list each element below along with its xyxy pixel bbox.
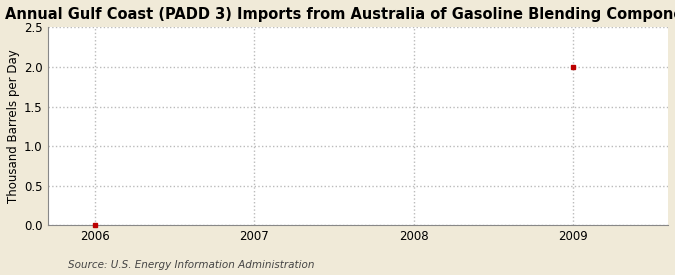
Y-axis label: Thousand Barrels per Day: Thousand Barrels per Day xyxy=(7,50,20,203)
Title: Annual Gulf Coast (PADD 3) Imports from Australia of Gasoline Blending Component: Annual Gulf Coast (PADD 3) Imports from … xyxy=(5,7,675,22)
Text: Source: U.S. Energy Information Administration: Source: U.S. Energy Information Administ… xyxy=(68,260,314,270)
